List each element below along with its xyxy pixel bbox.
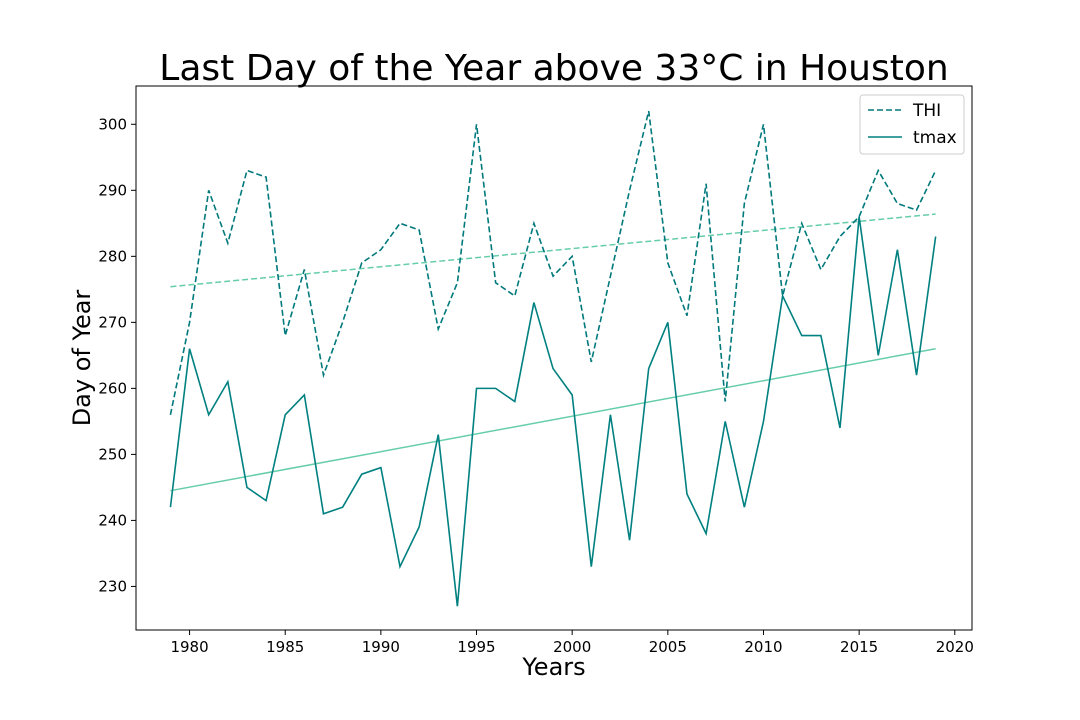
- y-tick-label: 230: [98, 577, 127, 595]
- chart-title: Last Day of the Year above 33°C in Houst…: [159, 48, 948, 89]
- x-tick-label: 2010: [744, 638, 782, 656]
- y-tick-label: 250: [98, 445, 127, 463]
- plot-area: [169, 110, 937, 607]
- x-axis-label: Years: [521, 653, 585, 681]
- y-tick-label: 270: [98, 313, 127, 331]
- x-tick-label: 1985: [266, 638, 304, 656]
- x-tick-label: 1980: [170, 638, 208, 656]
- y-tick-label: 300: [98, 115, 127, 133]
- x-tick-label: 2000: [553, 638, 591, 656]
- series-line-thi: [169, 110, 937, 415]
- x-tick-label: 1995: [457, 638, 495, 656]
- legend-label-tmax: tmax: [913, 128, 957, 148]
- legend: THI tmax: [859, 94, 965, 155]
- trendline-thi: [170, 213, 936, 288]
- y-axis: 230 240 250 260 270 280 290 300: [98, 115, 136, 595]
- x-axis: 1980 1985 1990 1995 2000 2005 2010 2015 2020: [170, 630, 974, 656]
- y-tick-label: 260: [98, 379, 127, 397]
- series-line-tmax: [169, 216, 937, 607]
- y-tick-label: 290: [98, 181, 127, 199]
- trendline-tmax: [170, 348, 936, 492]
- y-tick-label: 280: [98, 247, 127, 265]
- y-axis-label: Day of Year: [68, 290, 96, 427]
- x-tick-label: 1990: [362, 638, 400, 656]
- x-tick-label: 2015: [840, 638, 878, 656]
- plot-frame: [135, 85, 973, 631]
- legend-label-thi: THI: [912, 101, 941, 121]
- x-tick-label: 2020: [936, 638, 974, 656]
- y-tick-label: 240: [98, 511, 127, 529]
- x-tick-label: 2005: [649, 638, 687, 656]
